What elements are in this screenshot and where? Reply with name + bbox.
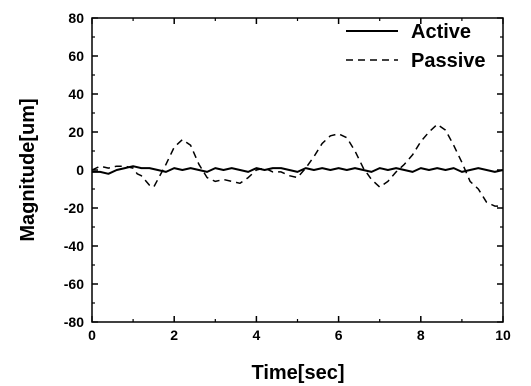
y-axis-title: Magnitude[um] [17, 98, 39, 241]
axis-ticks [91, 17, 504, 323]
y-tick-label: 80 [68, 10, 84, 26]
y-tick-label: 0 [76, 162, 84, 178]
x-tick-label: 6 [335, 327, 343, 343]
x-tick-label: 4 [253, 327, 261, 343]
y-tick-label: 20 [68, 124, 84, 140]
x-tick-label: 2 [170, 327, 178, 343]
y-tick-label: 60 [68, 48, 84, 64]
x-axis-title: Time[sec] [251, 362, 344, 384]
axis-tick-labels: 0 2 4 6 8 10 -80 -60 -40 -20 0 20 40 60 80 [64, 10, 511, 343]
x-tick-label: 10 [495, 327, 511, 343]
series-layer [91, 123, 504, 207]
y-tick-label: 40 [68, 86, 84, 102]
legend-label-passive: Passive [411, 50, 486, 72]
series-line-passive [91, 123, 503, 207]
legend: Active Passive [346, 21, 486, 72]
x-tick-label: 0 [88, 327, 96, 343]
legend-label-active: Active [411, 21, 471, 43]
series-line-active [92, 165, 504, 175]
y-tick-label: -40 [64, 238, 84, 254]
y-tick-label: -80 [64, 314, 84, 330]
y-tick-label: -60 [64, 276, 84, 292]
y-tick-label: -20 [64, 200, 84, 216]
x-tick-label: 8 [417, 327, 425, 343]
